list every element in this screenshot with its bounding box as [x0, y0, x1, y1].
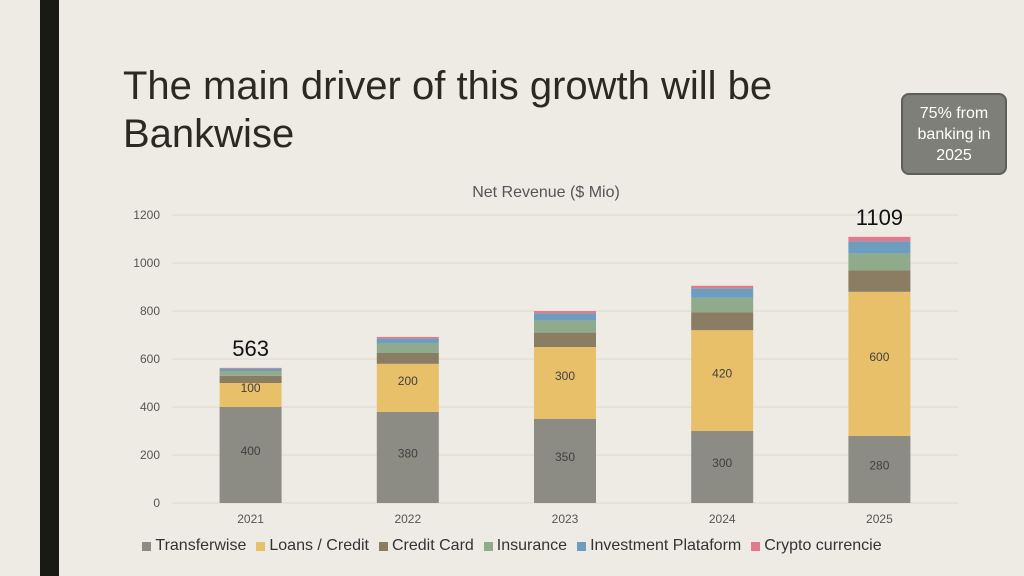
data-label: 300	[712, 456, 732, 470]
y-tick-label: 200	[140, 448, 160, 462]
bar-segment	[376, 353, 439, 364]
legend-label: Credit Card	[391, 537, 474, 554]
bar-segment	[848, 236, 911, 242]
bar-segment	[219, 371, 282, 376]
bar-segment	[848, 241, 911, 254]
bar-segment	[534, 320, 596, 333]
chart-legend: Transferwise Loans / Credit Credit Card Ins…	[0, 537, 1024, 555]
bar-segment	[219, 375, 282, 383]
y-tick-label: 400	[140, 400, 160, 414]
legend-item: Insurance	[483, 537, 568, 555]
slide-title: The main driver of this growth will be B…	[123, 64, 773, 156]
bar-segment	[534, 313, 596, 321]
data-label: 380	[398, 446, 418, 460]
legend-label: Investment Plataform	[590, 537, 742, 554]
bar-segment	[376, 411, 439, 503]
bar-segment	[691, 285, 754, 289]
legend-item: Credit Card	[378, 537, 474, 555]
bar-segment	[848, 291, 911, 436]
bar-segment	[848, 270, 911, 292]
bar-segment	[376, 338, 439, 344]
legend-label: Transferwise	[155, 537, 247, 554]
bar-segment	[219, 367, 282, 369]
legend-swatch	[142, 541, 152, 551]
data-label: 600	[869, 350, 889, 364]
legend-item: Investment Plataform	[577, 537, 741, 555]
total-annotation: 1109	[856, 205, 903, 230]
bar-segment	[691, 297, 754, 313]
data-label: 350	[555, 450, 575, 464]
y-tick-label: 0	[153, 496, 160, 510]
bar-segment	[534, 347, 596, 419]
legend-label: Crypto currencie	[764, 537, 882, 554]
bar-segment	[691, 312, 754, 331]
legend-swatch	[751, 541, 761, 551]
legend-label: Loans / Credit	[269, 537, 369, 554]
legend-label: Insurance	[496, 537, 568, 554]
bar-segment	[219, 368, 282, 371]
y-tick-label: 600	[140, 352, 160, 366]
bar-segment	[376, 363, 439, 412]
data-label: 400	[241, 444, 261, 458]
y-tick-label: 800	[140, 304, 160, 318]
bar-segment	[534, 332, 596, 347]
bar-segment	[691, 330, 754, 431]
bar-segment	[376, 336, 439, 339]
legend-item: Loans / Credit	[256, 537, 369, 555]
chart-title: Net Revenue ($ Mio)	[472, 184, 620, 201]
callout-text: 75% from banking in 2025	[917, 104, 991, 164]
bar-segment	[219, 407, 282, 503]
bar-segment	[691, 431, 754, 503]
y-tick-label: 1200	[133, 208, 160, 222]
legend-swatch	[483, 541, 493, 551]
x-tick-label: 2021	[237, 512, 264, 526]
legend-swatch	[378, 541, 388, 551]
x-tick-label: 2024	[709, 512, 736, 526]
data-label: 300	[555, 369, 575, 383]
legend-swatch	[577, 541, 587, 551]
x-tick-label: 2022	[394, 512, 421, 526]
data-label: 280	[869, 458, 889, 472]
data-label: 420	[712, 367, 732, 381]
bar-segment	[534, 419, 596, 503]
bar-segment	[219, 383, 282, 407]
bar-segment	[691, 288, 754, 298]
accent-bar	[40, 0, 59, 576]
legend-item: Transferwise	[142, 537, 246, 555]
bar-segment	[848, 253, 911, 271]
data-label: 100	[241, 381, 261, 395]
x-tick-label: 2025	[866, 512, 893, 526]
bar-segment	[848, 435, 911, 503]
y-tick-label: 1000	[133, 256, 160, 270]
legend-swatch	[256, 541, 266, 551]
total-annotation: 563	[232, 336, 269, 361]
bar-segment	[534, 311, 596, 314]
data-label: 200	[398, 374, 418, 388]
x-tick-label: 2023	[552, 512, 579, 526]
legend-item: Crypto currencie	[751, 537, 882, 555]
callout-box: 75% from banking in 2025	[901, 93, 1007, 175]
bar-segment	[376, 343, 439, 353]
